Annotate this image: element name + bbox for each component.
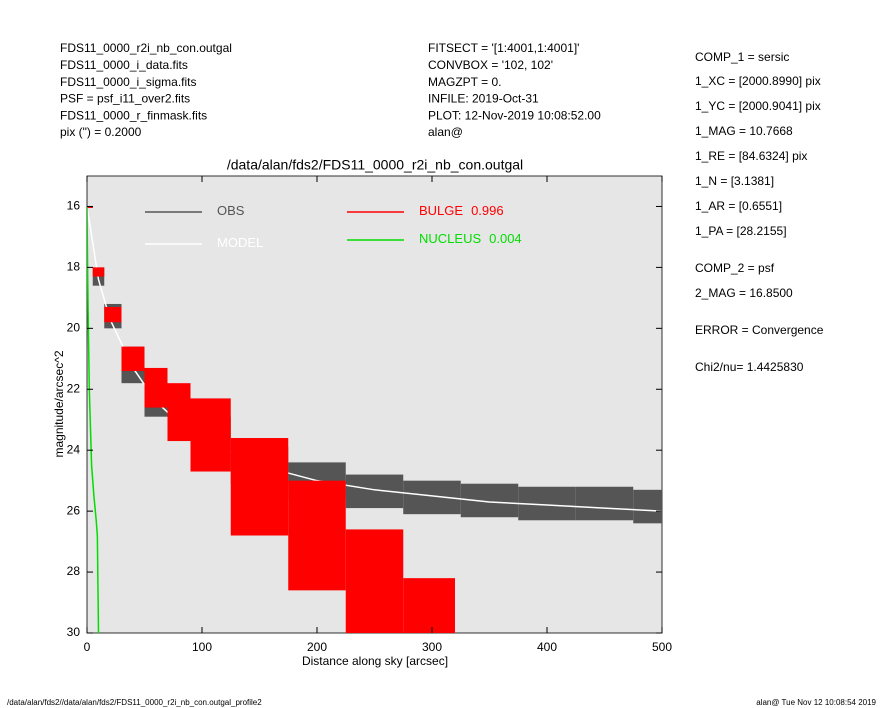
legend-label: NUCLEUS 0.004 [419,231,522,246]
band-segment [230,438,289,536]
fit-parameter: Chi2/nu= 1.4425830 [695,360,804,374]
y-tick-label: 26 [67,503,81,517]
legend-name: MODEL [217,235,263,250]
x-tick-label: 500 [652,640,672,654]
header-left-line: PSF = psf_i11_over2.fits [60,92,190,106]
y-tick-label: 22 [67,381,81,395]
legend-name: OBS [217,203,245,218]
fit-parameter: ERROR = Convergence [695,323,824,337]
footer-right: alan@ Tue Nov 12 10:08:54 2019 [756,698,876,707]
x-tick-label: 100 [192,640,212,654]
legend-label: OBS [217,203,245,218]
plot-marks [87,206,662,633]
fit-parameter: 1_PA = [28.2155] [695,224,787,238]
header-middle-line: CONVBOX = '102, 102' [428,58,553,72]
chart-title: /data/alan/fds2/FDS11_0000_r2i_nb_con.ou… [227,157,523,173]
legend-label: MODEL [217,235,263,250]
band-segment [633,489,662,524]
band-segment [104,307,122,323]
legend-name: NUCLEUS [419,231,481,246]
header-middle-line: PLOT: 12-Nov-2019 10:08:52.00 [428,108,601,122]
band-segment [92,267,105,277]
header-left-line: FDS11_0000_i_data.fits [60,58,188,72]
fit-parameter: COMP_1 = sersic [695,50,789,64]
band-segment [87,206,93,208]
header-left-line: pix (") = 0.2000 [60,125,142,139]
header-middle-line: FITSECT = '[1:4001,1:4001]' [428,41,579,55]
header-middle-line: MAGZPT = 0. [428,75,501,89]
header-left-line: FDS11_0000_r_finmask.fits [60,108,207,122]
fit-parameter: 1_XC = [2000.8990] pix [695,74,821,88]
fit-parameter: 1_MAG = 10.7668 [695,124,793,138]
footer-left: /data/alan/fds2//data/alan/fds2/FDS11_00… [7,698,262,707]
header-left-line: FDS11_0000_r2i_nb_con.outgal [60,41,232,55]
header-left-line: FDS11_0000_i_sigma.fits [60,75,197,89]
band-segment [121,346,145,371]
legend-fraction: 0.996 [471,203,504,218]
band-segment [575,486,634,521]
y-tick-label: 20 [67,321,81,335]
legend-fraction: 0.004 [489,231,522,246]
legend-label: BULGE 0.996 [419,203,504,218]
header-middle-line: alan@ [428,125,463,139]
profile-line [87,206,100,633]
x-axis-label: Distance along sky [arcsec] [302,654,448,668]
header-middle-line: INFILE: 2019-Oct-31 [428,92,539,106]
y-axis-label: magnitude/arcsec^2 [52,350,66,457]
y-tick-label: 24 [67,442,81,456]
band-segment [190,398,231,472]
fit-parameter: 1_N = [3.1381] [695,174,774,188]
x-tick-label: 300 [422,640,442,654]
fit-parameter: COMP_2 = psf [695,261,775,275]
y-tick-label: 28 [67,564,81,578]
band-segment [144,367,168,408]
x-tick-label: 200 [307,640,327,654]
fit-parameter: 1_RE = [84.6324] pix [695,149,807,163]
y-tick-label: 30 [67,625,81,639]
band-segment [403,578,455,633]
fit-parameter: 1_AR = [0.6551] [695,199,782,213]
y-tick-label: 16 [67,199,81,213]
x-tick-label: 0 [84,640,91,654]
band-segment [167,383,191,442]
band-segment [345,529,404,633]
legend-name: BULGE [419,203,463,218]
band-segment [288,480,346,591]
fit-parameter: 2_MAG = 16.8500 [695,286,793,300]
y-tick-label: 18 [67,260,81,274]
x-tick-label: 400 [537,640,557,654]
fit-parameter: 1_YC = [2000.9041] pix [695,99,821,113]
